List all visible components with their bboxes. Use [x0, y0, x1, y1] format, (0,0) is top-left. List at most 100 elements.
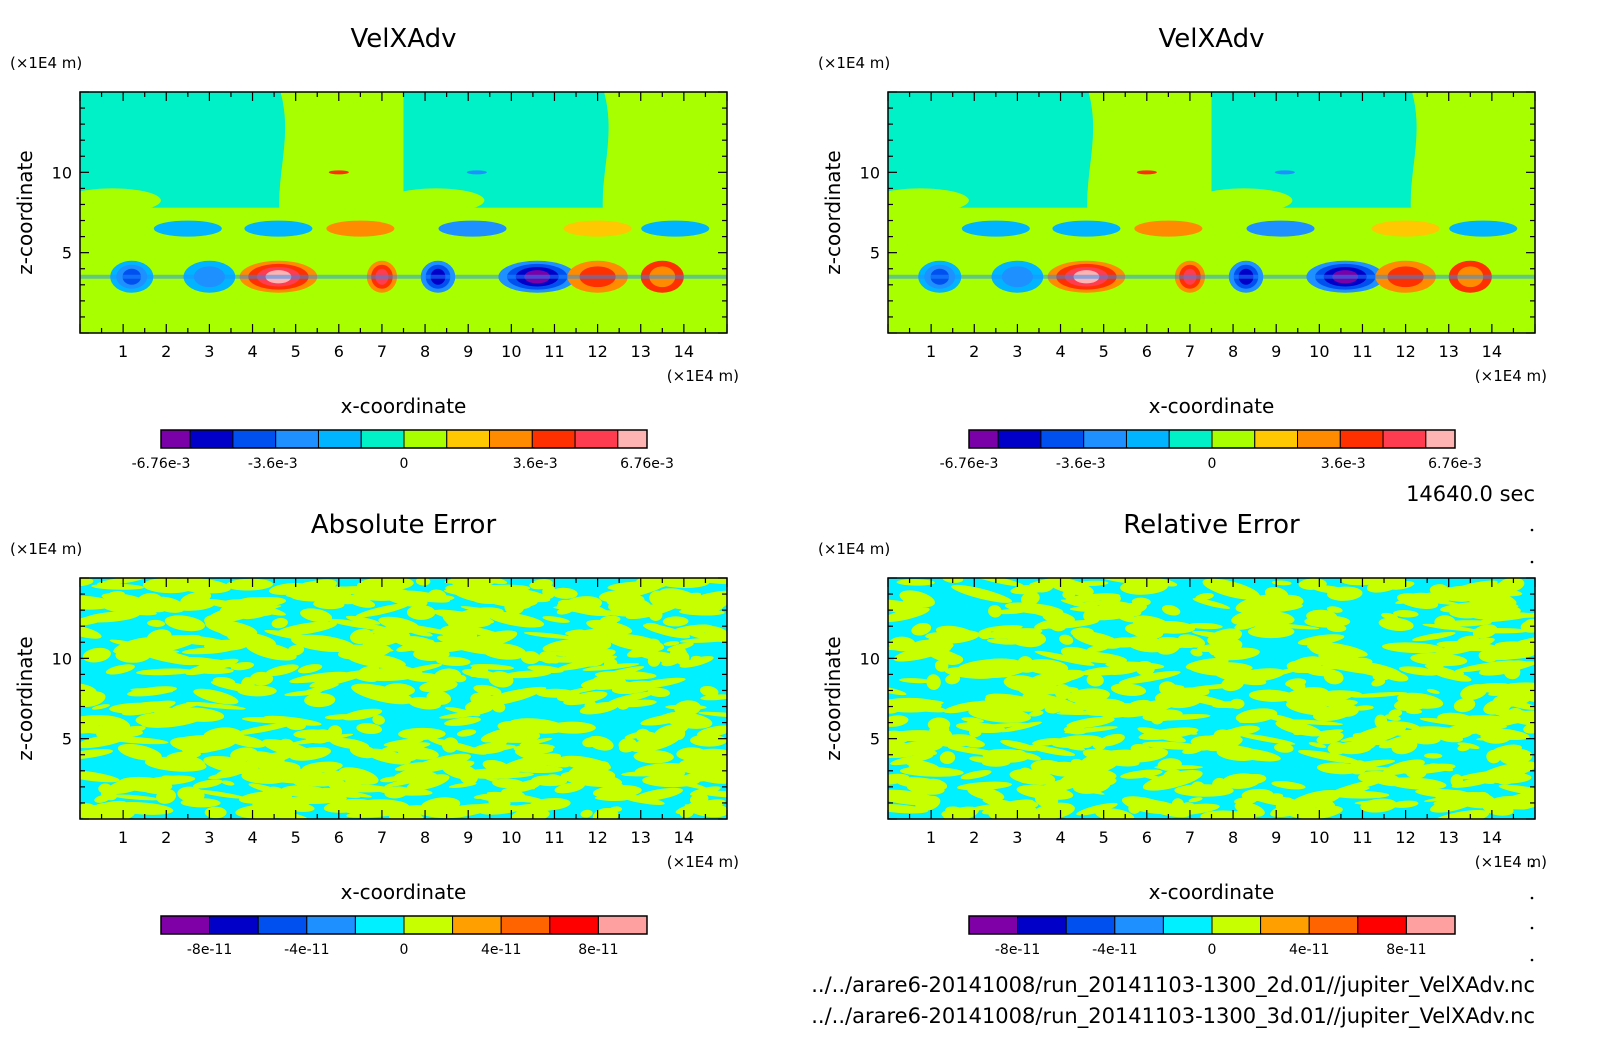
error-patch	[689, 793, 709, 805]
panel-3: Absolute Error(×1E4 m)1 2 3 4 5 6 7 8 9 10 11 12 13 1…	[10, 510, 739, 958]
error-patch	[960, 770, 992, 780]
contour-blob	[1274, 170, 1295, 175]
error-patch	[615, 609, 658, 615]
error-patch	[604, 619, 617, 625]
error-patch	[675, 770, 715, 783]
error-patch	[1275, 720, 1322, 737]
error-patch	[1202, 578, 1261, 600]
error-patch	[166, 635, 227, 646]
error-patch	[118, 776, 173, 793]
error-patch	[1308, 742, 1327, 748]
x-tick-label: 14	[1482, 342, 1502, 361]
contour-blob	[1136, 170, 1157, 175]
error-patch	[1132, 628, 1147, 637]
x-tick-label: 4	[1055, 342, 1065, 361]
error-patch	[480, 727, 527, 743]
colorbar-swatch	[257, 915, 308, 935]
error-patch	[300, 608, 333, 623]
error-patch	[1374, 714, 1388, 729]
error-patch	[1478, 650, 1498, 663]
error-patch	[1097, 600, 1133, 609]
error-patch	[1298, 750, 1360, 764]
error-patch	[1059, 634, 1074, 645]
error-patch	[1217, 728, 1245, 742]
error-patch	[926, 674, 941, 690]
error-patch	[988, 605, 1002, 618]
error-patch	[541, 658, 559, 664]
error-patch	[365, 748, 411, 765]
x-axis-unit: (×1E4 m)	[1475, 367, 1547, 385]
error-patch	[193, 688, 239, 705]
error-patch	[344, 806, 385, 814]
error-patch	[1385, 642, 1403, 650]
x-axis-unit: (×1E4 m)	[1475, 853, 1547, 871]
error-patch	[110, 794, 161, 801]
error-patch	[327, 779, 348, 791]
colorbar-swatch	[617, 429, 648, 449]
error-patch	[618, 738, 638, 752]
x-tick-label: 14	[1482, 828, 1502, 847]
error-patch	[358, 665, 380, 675]
error-patch	[180, 591, 212, 607]
footer-file-3d: ../../arare6-20141008/run_20141103-1300_…	[811, 1004, 1535, 1029]
error-patch	[1234, 620, 1260, 630]
error-patch	[1399, 763, 1456, 775]
error-patch	[1181, 802, 1195, 810]
error-patch	[345, 615, 381, 625]
colorbar-swatch	[1162, 915, 1213, 935]
error-patch	[484, 686, 547, 702]
error-patch	[991, 661, 1025, 671]
error-patch	[105, 664, 135, 675]
error-patch	[491, 701, 506, 713]
colorbar-swatch	[209, 915, 259, 935]
error-patch	[1468, 682, 1512, 692]
colorbar-swatch	[1405, 915, 1456, 935]
error-patch	[1497, 578, 1525, 593]
x-tick-label: 4	[247, 342, 257, 361]
contour-blob	[641, 220, 710, 237]
error-patch	[1387, 777, 1447, 790]
error-patch	[482, 759, 510, 773]
time-label: 14640.0 sec	[1406, 482, 1535, 506]
error-patch	[1016, 767, 1034, 784]
error-patch	[1313, 798, 1336, 811]
error-patch	[661, 714, 706, 721]
colorbar-swatch	[1308, 915, 1359, 935]
x-tick-label: 8	[1228, 342, 1238, 361]
colorbar-label: -4e-11	[1092, 942, 1137, 958]
error-patch	[582, 663, 640, 671]
colorbar-swatch	[1017, 915, 1067, 935]
contour-blob	[153, 220, 222, 237]
x-tick-label: 12	[1395, 342, 1415, 361]
error-patch	[547, 774, 562, 780]
error-patch	[445, 583, 506, 595]
error-patch	[896, 579, 935, 586]
error-patch	[492, 778, 525, 789]
colorbar-frame	[160, 915, 648, 935]
colorbar-swatch	[275, 429, 319, 449]
error-patch	[635, 728, 651, 742]
error-patch	[648, 771, 686, 782]
x-tick-label: 3	[204, 828, 214, 847]
x-tick-label: 8	[1228, 828, 1238, 847]
error-patch	[1388, 709, 1403, 718]
error-patch	[233, 722, 295, 736]
error-patch	[624, 677, 686, 690]
error-patch	[1192, 598, 1231, 609]
colorbar-swatch	[1040, 429, 1085, 449]
error-patch	[1271, 781, 1306, 790]
x-tick-label: 10	[501, 342, 521, 361]
colorbar-frame	[968, 429, 1456, 449]
error-patch	[949, 667, 988, 676]
positive-region	[1410, 92, 1535, 242]
error-patch	[678, 608, 725, 616]
colorbar-swatch	[317, 429, 362, 449]
x-tick-label: 9	[463, 828, 473, 847]
error-patch	[440, 803, 500, 819]
error-patch	[350, 632, 368, 641]
error-patch	[1032, 738, 1063, 746]
error-patch	[895, 746, 937, 757]
x-axis-label: x-coordinate	[1149, 394, 1275, 418]
error-patch	[1161, 605, 1181, 616]
error-patch	[1188, 797, 1203, 803]
